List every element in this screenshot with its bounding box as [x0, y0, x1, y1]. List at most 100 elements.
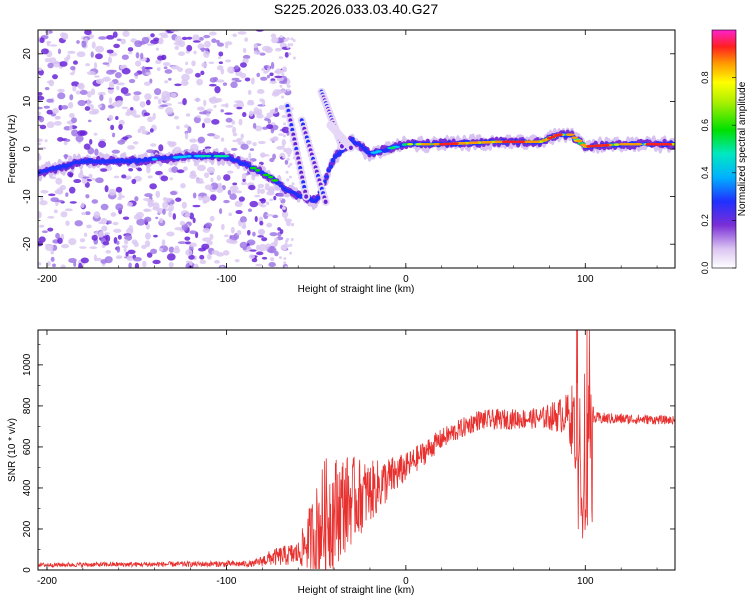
spectrogram-noise-blob [208, 97, 217, 102]
spectrogram-noise-blob [174, 83, 182, 87]
snr-y-label: SNR (10 * v/v) [7, 418, 18, 482]
spectrogram-noise-blob [50, 197, 59, 203]
spectrogram-noise-blob [65, 138, 71, 142]
spectrogram-streak-blob [339, 143, 344, 149]
spectrogram-noise-blob [205, 222, 213, 228]
spectrogram-noise-blob [61, 244, 70, 249]
spectrogram-noise-blob [173, 247, 181, 254]
spectrogram-noise-blob [157, 55, 165, 61]
spectrogram-x-tick-label: 100 [577, 274, 594, 285]
spectrogram-hot-blob [580, 143, 587, 147]
spectrogram-noise-blob [40, 190, 49, 194]
spectrogram-y-tick-label: 0 [22, 146, 33, 152]
colorbar-tick-label: 0.6 [700, 119, 710, 132]
spectrogram-noise-blob [93, 211, 101, 219]
spectrogram-noise-blob [107, 220, 112, 225]
spectrogram-noise-blob [269, 157, 275, 163]
spectrogram-noise-blob [102, 76, 111, 82]
spectrogram-noise-blob [218, 61, 224, 64]
colorbar: 0.0 0.2 0.4 0.6 0.8 Normalized spectral ampl… [700, 29, 748, 274]
spectrogram-noise-blob [272, 214, 279, 219]
spectrogram-noise-blob [40, 196, 44, 202]
spectrogram-noise-blob [116, 82, 125, 86]
spectrogram-noise-blob [71, 129, 79, 137]
spectrogram-noise-blob [102, 241, 110, 246]
spectrogram-noise-blob [280, 70, 284, 74]
spectrogram-noise-blob [286, 84, 291, 88]
spectrogram-noise-blob [176, 125, 180, 130]
spectrogram-noise-blob [291, 182, 295, 186]
spectrogram-noise-blob [81, 211, 87, 216]
spectrogram-noise-blob [177, 241, 187, 245]
spectrogram-noise-blob [60, 264, 66, 268]
spectrogram-noise-blob [206, 253, 212, 260]
spectrogram-ridge-blob [324, 175, 329, 179]
spectrogram-noise-blob [41, 230, 48, 234]
spectrogram-noise-blob [289, 251, 293, 255]
spectrogram-noise-blob [147, 116, 154, 123]
spectrogram-noise-blob [69, 113, 75, 119]
spectrogram-noise-blob [128, 224, 134, 233]
spectrogram-noise-blob [257, 183, 265, 189]
spectrogram-noise-blob [220, 109, 224, 113]
spectrogram-noise-blob [203, 99, 207, 107]
spectrogram-peak-blob [663, 142, 669, 146]
spectrogram-noise-blob [100, 168, 108, 172]
spectrogram-noise-blob [277, 227, 282, 231]
spectrogram-noise-blob [115, 186, 123, 193]
spectrogram-noise-blob [57, 137, 64, 142]
spectrogram-noise-blob [155, 216, 159, 220]
spectrogram-noise-blob [39, 124, 47, 130]
spectrogram-noise-blob [289, 162, 293, 166]
spectrogram-noise-blob [174, 227, 183, 231]
spectrogram-noise-blob [130, 107, 134, 111]
spectrogram-x-tick-label: -200 [37, 274, 57, 285]
spectrogram-noise-blob [246, 229, 251, 236]
spectrogram-noise-blob [283, 261, 287, 265]
spectrogram-noise-blob [266, 124, 274, 130]
spectrogram-noise-blob [84, 211, 91, 216]
spectrogram-noise-blob [80, 202, 85, 209]
spectrogram-noise-blob [287, 43, 291, 47]
spectrogram-noise-blob [168, 261, 174, 268]
spectrogram-noise-blob [88, 110, 98, 115]
spectrogram-hot-blob [613, 143, 620, 146]
spectrogram-noise-blob [181, 73, 190, 82]
spectrogram-noise-blob [194, 72, 201, 78]
spectrogram-noise-blob [257, 187, 261, 195]
spectrogram-noise-blob [249, 200, 259, 208]
spectrogram-noise-blob [242, 112, 247, 118]
spectrogram-noise-blob [281, 145, 285, 149]
spectrogram-noise-blob [91, 41, 96, 49]
spectrogram-noise-blob [214, 259, 220, 264]
spectrogram-noise-blob [291, 222, 295, 226]
spectrogram-peak-blob [512, 140, 518, 144]
spectrogram-noise-blob [202, 200, 208, 204]
spectrogram-noise-blob [133, 241, 139, 248]
spectrogram-noise-blob [234, 100, 243, 104]
spectrogram-noise-blob [99, 94, 104, 102]
spectrogram-noise-blob [118, 124, 123, 131]
spectrogram-noise-blob [202, 227, 211, 233]
spectrogram-noise-blob [123, 247, 127, 253]
spectrogram-noise-blob [155, 59, 162, 65]
spectrogram-noise-blob [199, 259, 207, 265]
spectrogram-noise-blob [204, 172, 210, 178]
snr-x-tick-label: -100 [216, 576, 236, 587]
spectrogram-streak-blob [348, 145, 353, 151]
spectrogram-noise-blob [189, 230, 197, 235]
spectrogram-peak-blob [645, 142, 651, 146]
spectrogram-noise-blob [166, 231, 175, 237]
spectrogram-noise-blob [146, 149, 155, 154]
spectrogram-noise-blob [179, 220, 186, 226]
spectrogram-noise-blob [234, 258, 240, 263]
spectrogram-noise-blob [261, 67, 266, 72]
spectrogram-noise-blob [193, 50, 197, 55]
spectrogram-noise-blob [208, 83, 217, 87]
spectrogram-noise-blob [239, 241, 248, 249]
spectrogram-noise-blob [270, 61, 275, 70]
spectrogram-noise-blob [287, 80, 291, 84]
spectrogram-noise-blob [97, 91, 106, 96]
spectrogram-noise-blob [105, 35, 115, 40]
spectrogram-peak-blob [656, 142, 662, 146]
